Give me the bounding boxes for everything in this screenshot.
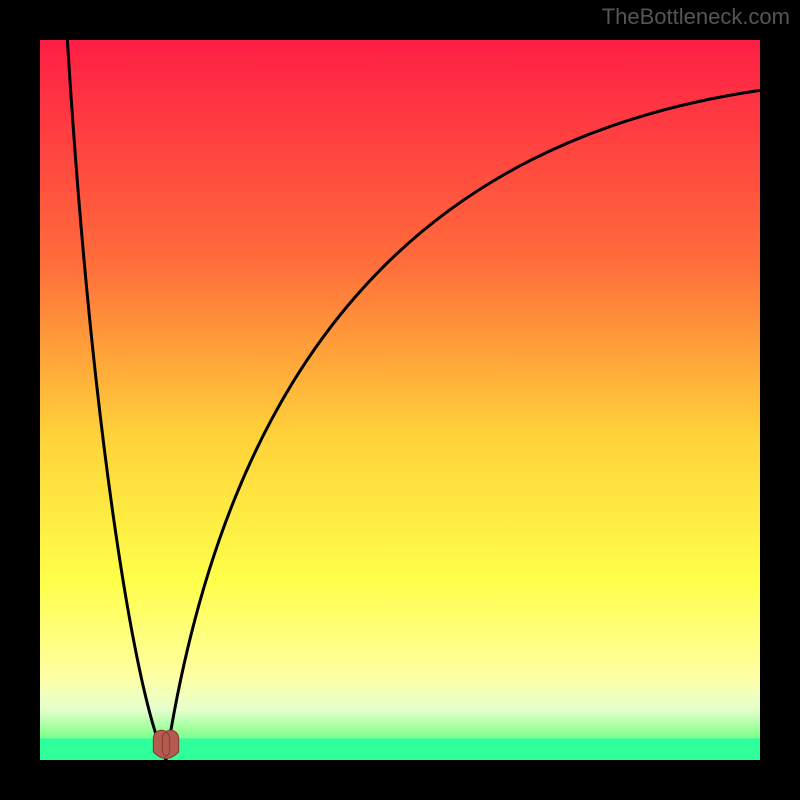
bottleneck-chart bbox=[0, 0, 800, 800]
chart-container: TheBottleneck.com bbox=[0, 0, 800, 800]
watermark-text: TheBottleneck.com bbox=[602, 4, 790, 30]
plot-background bbox=[40, 40, 760, 760]
vertex-marker bbox=[153, 730, 178, 758]
green-band bbox=[40, 738, 760, 760]
